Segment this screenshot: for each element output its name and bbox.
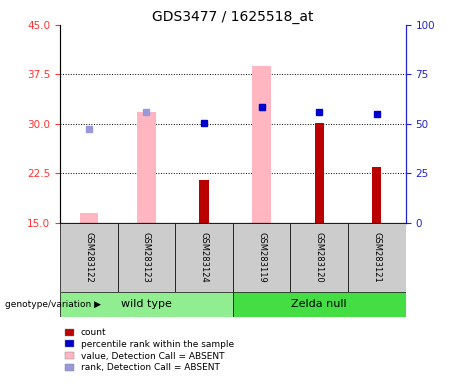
Bar (60, 292, 233, 317)
Bar (233, 223, 290, 292)
Bar (175, 223, 233, 292)
Bar (290, 223, 348, 292)
Bar (372, 167, 382, 223)
Bar (60, 223, 118, 292)
Bar (199, 180, 208, 223)
Bar (137, 112, 156, 223)
Text: GSM283122: GSM283122 (84, 232, 93, 283)
Title: GDS3477 / 1625518_at: GDS3477 / 1625518_at (152, 10, 313, 24)
Bar (252, 66, 271, 223)
Text: GSM283120: GSM283120 (315, 232, 324, 283)
Text: GSM283119: GSM283119 (257, 232, 266, 283)
Bar (348, 223, 406, 292)
Legend: count, percentile rank within the sample, value, Detection Call = ABSENT, rank, : count, percentile rank within the sample… (61, 325, 237, 376)
Text: GSM283124: GSM283124 (200, 232, 208, 283)
Bar (118, 223, 175, 292)
Bar (233, 292, 406, 317)
Text: Zelda null: Zelda null (291, 299, 347, 310)
Text: GSM283123: GSM283123 (142, 232, 151, 283)
Text: wild type: wild type (121, 299, 172, 310)
Bar (314, 122, 324, 223)
Bar (79, 213, 98, 223)
Text: GSM283121: GSM283121 (372, 232, 381, 283)
Text: genotype/variation ▶: genotype/variation ▶ (5, 300, 100, 309)
